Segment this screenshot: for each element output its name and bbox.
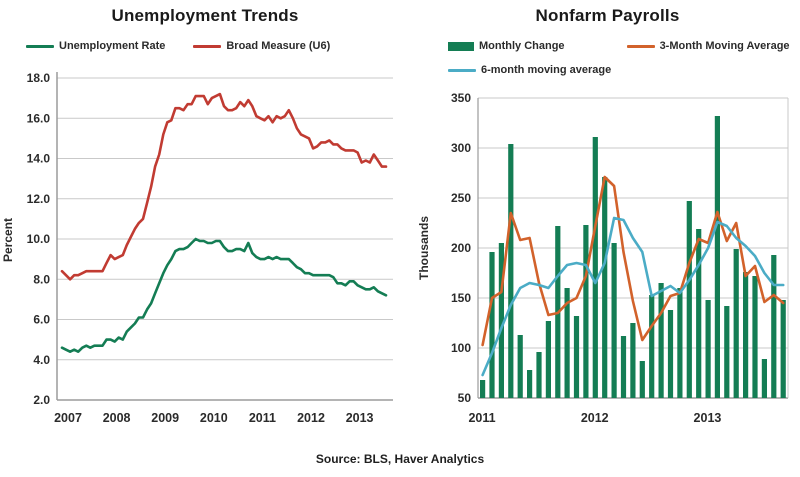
bar-month-10 — [573, 316, 580, 398]
legend-label: Broad Measure (U6) — [226, 40, 331, 52]
legend-label: Unemployment Rate — [59, 40, 166, 52]
bar-month-12 — [592, 137, 598, 398]
legend-label: Monthly Change — [479, 40, 565, 52]
x-tick-label: 2010 — [200, 411, 228, 425]
unemployment-chart-plot: 18.0 16.0 14.0 12.0 10.0 8.0 6.0 4.0 2.0 2007 2008… — [1, 71, 393, 425]
bar-month-7 — [545, 321, 551, 398]
bar-month-18 — [649, 295, 655, 398]
bar-month-4 — [517, 335, 523, 398]
bar-month-31 — [771, 255, 777, 398]
orange-line-swatch-icon — [626, 44, 655, 48]
x-tick-label: 2009 — [151, 411, 179, 425]
bar-month-25 — [714, 116, 720, 398]
payrolls-legend-row2: 6-month moving average — [448, 64, 639, 76]
bar-month-19 — [658, 283, 664, 398]
red-line-swatch-icon — [193, 44, 222, 48]
series-line-broad-measure-u6- — [60, 92, 388, 281]
bar-month-17 — [639, 361, 645, 398]
bar-month-3 — [508, 144, 514, 398]
bar-month-26 — [724, 306, 730, 398]
y-tick-label: 16.0 — [27, 111, 51, 125]
x-tick-label: 2007 — [54, 411, 82, 425]
bar-month-32 — [780, 300, 786, 398]
y-tick-label: 100 — [451, 341, 471, 355]
source-note: Source: BLS, Haver Analytics — [315, 452, 485, 466]
legend-label: 6-month moving average — [481, 64, 612, 76]
x-tick-label: 2012 — [581, 411, 609, 425]
y-tick-label: 150 — [451, 291, 471, 305]
y-tick-label: 14.0 — [27, 152, 51, 166]
bar-month-27 — [733, 249, 739, 398]
bar-month-15 — [620, 336, 627, 398]
unemployment-chart-title: Unemployment Trends — [111, 6, 299, 25]
x-tick-label: 2012 — [297, 411, 325, 425]
y-tick-label: 50 — [458, 391, 472, 405]
y-tick-label: 12.0 — [27, 192, 51, 206]
payrolls-legend-row1: Monthly Change 3-Month Moving Average — [448, 40, 800, 52]
series-line-unemployment-rate — [60, 237, 388, 354]
y-tick-label: 18.0 — [27, 71, 51, 85]
bar-month-28 — [743, 272, 749, 398]
x-tick-label: 2011 — [468, 411, 495, 425]
bar-month-24 — [705, 300, 711, 398]
bar-month-22 — [686, 201, 692, 398]
legend-item-3-month-ma: 3-Month Moving Average — [626, 40, 790, 52]
y-tick-label: 250 — [451, 191, 471, 205]
payrolls-chart-title: Nonfarm Payrolls — [535, 6, 680, 25]
legend-item-6-month-ma: 6-month moving average — [448, 64, 611, 76]
bar-month-0 — [480, 380, 486, 398]
green-line-swatch-icon — [26, 44, 54, 48]
bar-month-29 — [752, 276, 758, 398]
bar-month-14 — [611, 243, 617, 398]
x-tick-label: 2013 — [346, 411, 374, 425]
bar-month-2 — [498, 243, 504, 398]
legend-item-broad-measure: Broad Measure (U6) — [193, 40, 330, 52]
bar-month-16 — [630, 323, 636, 398]
blue-line-swatch-icon — [448, 68, 476, 72]
bar-month-23 — [696, 229, 702, 398]
bar-month-5 — [527, 370, 533, 398]
unemployment-legend: Unemployment Rate Broad Measure (U6) — [26, 40, 358, 52]
y-tick-label: 4.0 — [33, 353, 50, 367]
x-tick-label: 2008 — [103, 411, 131, 425]
x-tick-label: 2013 — [694, 411, 722, 425]
y-axis-title: Percent — [1, 218, 15, 262]
bar-month-30 — [761, 359, 767, 398]
bar-month-13 — [602, 177, 608, 398]
y-tick-label: 350 — [451, 91, 471, 105]
legend-item-unemployment-rate: Unemployment Rate — [26, 40, 165, 52]
bar-month-21 — [677, 288, 683, 398]
y-tick-label: 2.0 — [33, 393, 50, 407]
x-tick-label: 2011 — [249, 411, 276, 425]
bar-month-1 — [489, 252, 495, 398]
y-tick-label: 8.0 — [33, 272, 50, 286]
payrolls-chart-plot: 350 300 250 200 150 100 50 2011 2012 2013 Thousand… — [417, 91, 789, 425]
legend-label: 3-Month Moving Average — [659, 40, 790, 52]
bar-month-9 — [564, 288, 570, 398]
series-line-6-month-moving-average — [481, 216, 785, 377]
y-axis-title: Thousands — [417, 216, 431, 280]
y-tick-label: 200 — [451, 241, 471, 255]
y-tick-label: 300 — [451, 141, 471, 155]
series-line-3-month-moving-average — [481, 175, 785, 347]
legend-item-monthly-change: Monthly Change — [448, 40, 565, 52]
y-tick-label: 6.0 — [33, 313, 50, 327]
bar-month-20 — [667, 310, 674, 398]
green-bar-swatch-icon — [448, 41, 474, 51]
bar-month-6 — [536, 352, 542, 398]
y-tick-label: 10.0 — [27, 232, 51, 246]
bar-month-11 — [583, 225, 589, 398]
